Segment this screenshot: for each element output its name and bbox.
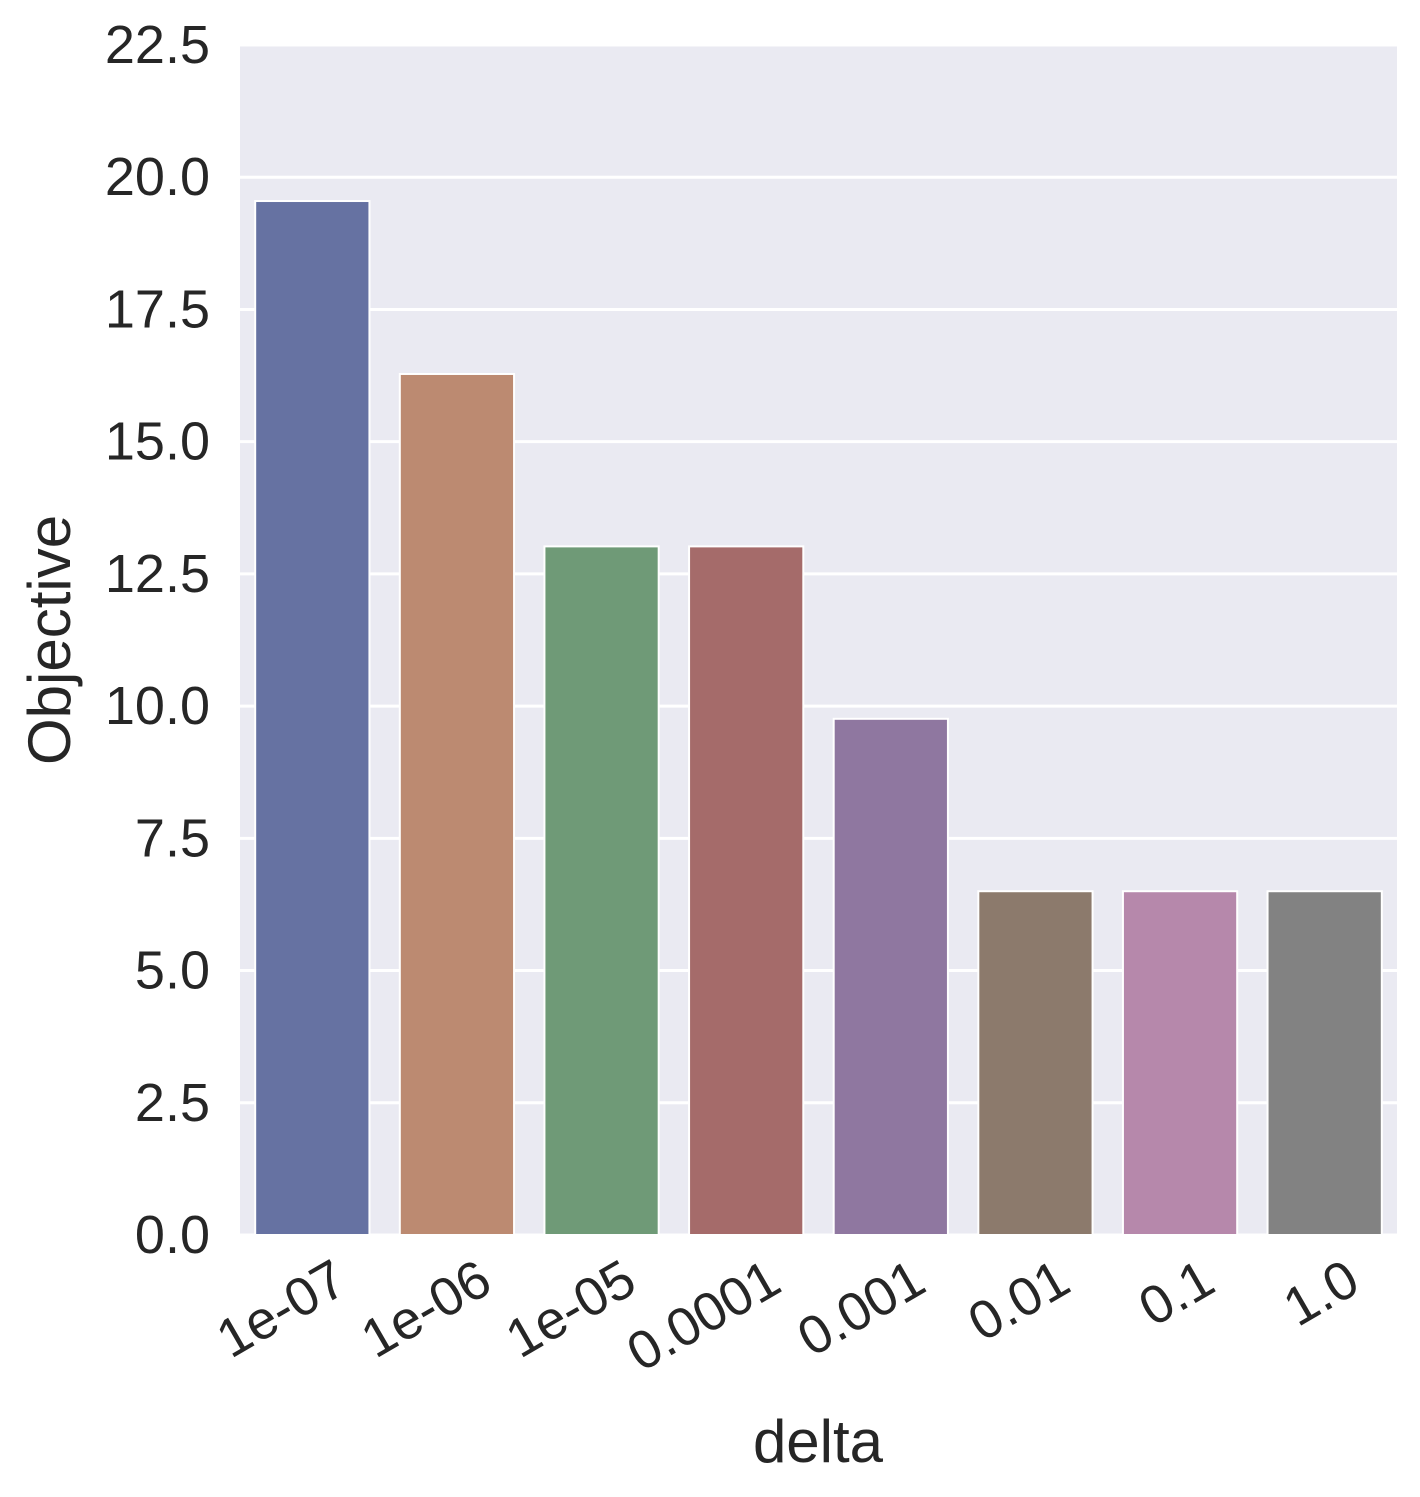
bar (1266, 890, 1383, 1236)
x-tick-label: 0.0001 (617, 1248, 790, 1383)
y-tick-label: 2.5 (135, 1073, 210, 1133)
bar (254, 200, 371, 1236)
bar (977, 890, 1094, 1236)
x-tick-label: 0.001 (788, 1248, 935, 1368)
x-tick-label: 1.0 (1274, 1248, 1369, 1338)
bars (254, 200, 1383, 1237)
y-tick-label: 0.0 (135, 1205, 210, 1265)
y-tick-label: 7.5 (135, 808, 210, 868)
y-tick-label: 22.5 (105, 15, 210, 75)
x-tick-label: 1e-06 (351, 1248, 501, 1369)
y-tick-label: 17.5 (105, 279, 210, 339)
x-axis-title: delta (753, 1408, 884, 1475)
bar (832, 717, 949, 1236)
x-tick-label: 0.1 (1129, 1248, 1224, 1338)
x-tick-label: 1e-05 (496, 1248, 646, 1369)
x-tick-label: 1e-07 (207, 1248, 357, 1369)
x-tick-label: 0.01 (958, 1248, 1079, 1353)
bar (1121, 890, 1239, 1236)
y-axis-title: Objective (16, 515, 83, 765)
bar (543, 545, 660, 1236)
y-tick-labels: 0.0 2.5 5.0 7.5 10.0 12.5 15.0 17.5 20.0 22.5 (105, 15, 210, 1265)
y-tick-label: 15.0 (105, 412, 210, 472)
y-tick-label: 20.0 (105, 147, 210, 207)
y-tick-label: 5.0 (135, 941, 210, 1001)
bar (398, 372, 516, 1237)
y-tick-label: 10.0 (105, 676, 210, 736)
y-tick-label: 12.5 (105, 544, 210, 604)
bar (688, 545, 805, 1236)
